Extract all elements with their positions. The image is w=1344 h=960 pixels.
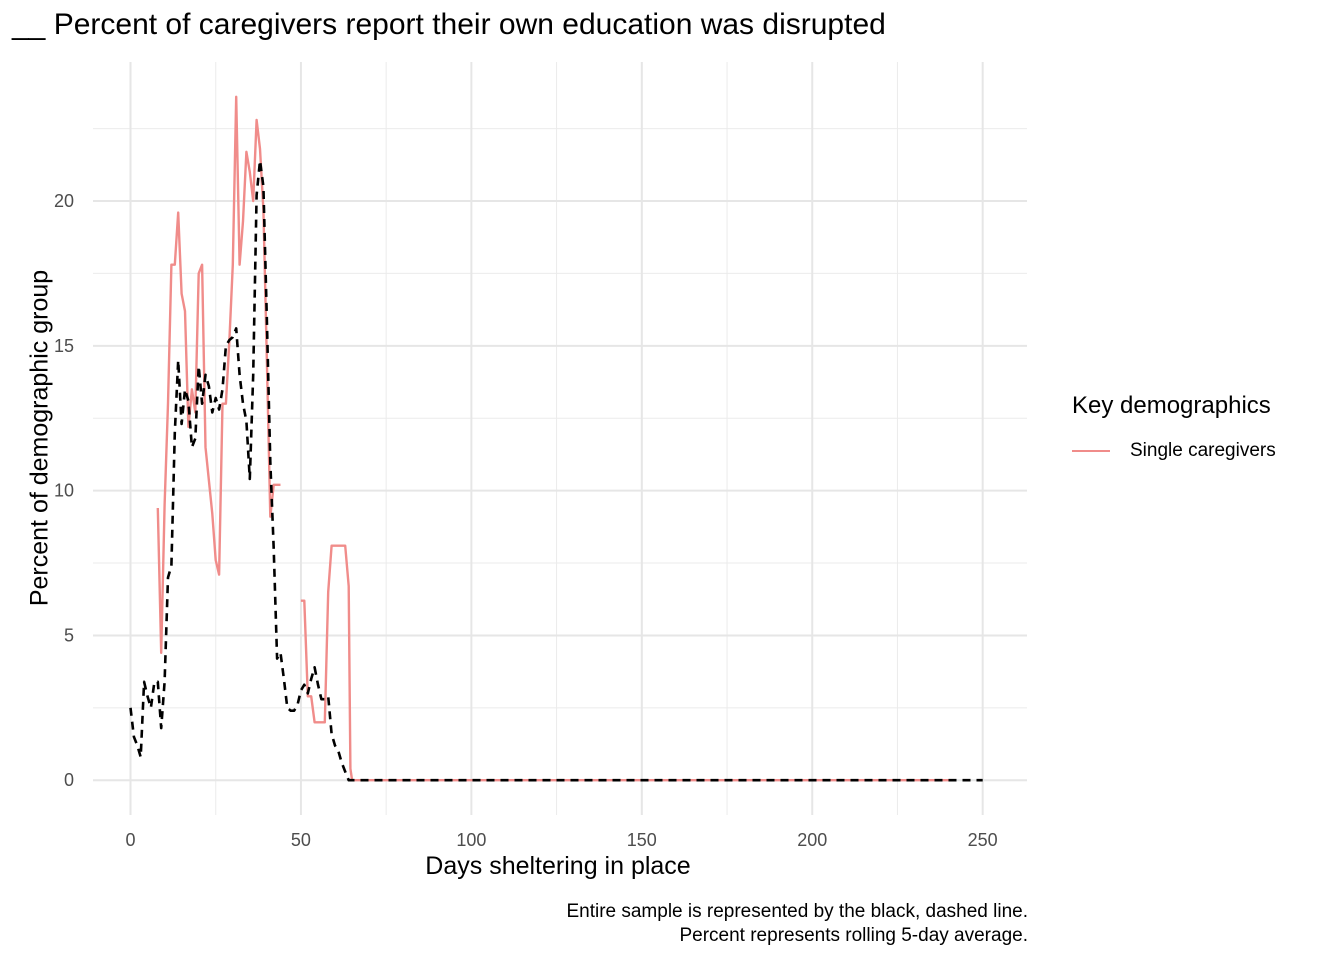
x-tick-label: 200: [797, 830, 827, 850]
series-lines: [129, 95, 983, 782]
x-tick-label: 100: [456, 830, 486, 850]
series-line-single-caregivers: [156, 95, 281, 654]
major-gridlines: [93, 62, 1027, 815]
chart-title: __ Percent of caregivers report their ow…: [12, 8, 886, 41]
caption-line-2: Percent represents rolling 5-day average…: [679, 925, 1028, 946]
series-line-entire-sample: [129, 159, 983, 782]
legend-key-line: [1072, 450, 1110, 452]
legend-item-single-caregivers: Single caregivers: [1072, 440, 1276, 462]
y-tick-label: 5: [64, 625, 74, 645]
y-tick-label: 0: [64, 770, 74, 790]
series-line-single-caregivers: [300, 544, 949, 782]
y-tick-label: 15: [54, 336, 74, 356]
legend: Key demographics Single caregivers: [1072, 392, 1276, 462]
minor-gridlines: [93, 62, 1027, 815]
x-tick-label: 250: [968, 830, 998, 850]
x-tick-label: 50: [291, 830, 311, 850]
y-tick-label: 10: [54, 481, 74, 501]
x-axis-ticks: 0 50 100 150 200 250: [125, 830, 997, 850]
x-axis-title: Days sheltering in place: [425, 852, 691, 880]
y-axis-ticks: 0 5 10 15 20: [54, 191, 74, 790]
caption: Entire sample is represented by the blac…: [566, 900, 1028, 948]
legend-title: Key demographics: [1072, 392, 1271, 419]
x-tick-label: 0: [125, 830, 135, 850]
y-axis-title: Percent of demographic group: [25, 269, 54, 607]
caption-line-1: Entire sample is represented by the blac…: [566, 901, 1028, 922]
y-tick-label: 20: [54, 191, 74, 211]
legend-label: Single caregivers: [1130, 440, 1276, 461]
x-tick-label: 150: [627, 830, 657, 850]
